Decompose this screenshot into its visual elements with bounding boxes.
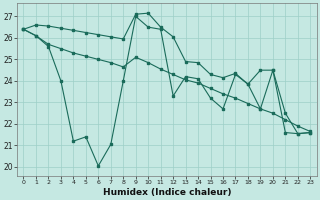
X-axis label: Humidex (Indice chaleur): Humidex (Indice chaleur) (103, 188, 231, 197)
